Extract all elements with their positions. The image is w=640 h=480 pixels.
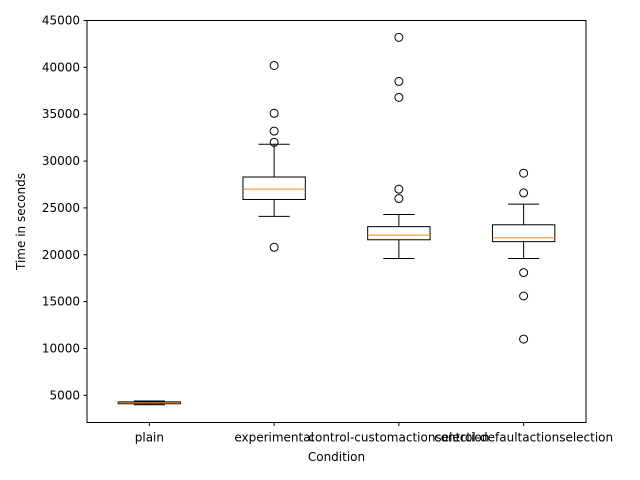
- box-group-1: [242, 60, 306, 252]
- y-tick-label: 25000: [42, 201, 80, 215]
- box-iqr: [367, 226, 431, 241]
- box-iqr: [242, 176, 306, 200]
- y-tick-label: 15000: [42, 295, 80, 309]
- x-tick-label: control-customactionselection: [308, 431, 489, 445]
- y-tick-label: 10000: [42, 341, 80, 355]
- outlier-point: [269, 108, 279, 118]
- outlier-point: [519, 291, 529, 301]
- box-group-2: [367, 32, 431, 260]
- outlier-point: [519, 268, 529, 278]
- box-group-3: [491, 168, 556, 344]
- outlier-point: [394, 76, 404, 86]
- y-tick-label: 45000: [42, 14, 80, 28]
- outlier-point: [269, 242, 279, 252]
- x-tick-label: control-defaultactionselection: [434, 431, 613, 445]
- outlier-point: [269, 126, 279, 136]
- outlier-point: [394, 194, 404, 204]
- outlier-point: [394, 92, 404, 102]
- x-axis-label: Condition: [308, 450, 365, 464]
- outlier-point: [519, 334, 529, 344]
- outlier-point: [394, 184, 404, 194]
- outlier-point: [269, 137, 279, 147]
- box-group-0: [117, 400, 182, 406]
- box-iqr: [491, 224, 556, 243]
- y-axis-ticks: 5000 10000 15000 20000 25000 30000 35000 40000 4…: [42, 14, 87, 402]
- outlier-point: [519, 168, 529, 178]
- x-axis-ticks: plain experimentalcontrol-customactionsel…: [135, 422, 613, 445]
- y-tick-label: 20000: [42, 248, 80, 262]
- x-tick-label: plain: [135, 431, 164, 445]
- x-tick-label: experimental: [234, 431, 314, 445]
- outlier-point: [394, 32, 404, 42]
- outlier-point: [269, 60, 279, 70]
- plot-frame: [86, 20, 587, 423]
- plot-content: [117, 32, 556, 406]
- outlier-point: [519, 188, 529, 198]
- y-tick-label: 35000: [42, 107, 80, 121]
- y-tick-label: 30000: [42, 154, 80, 168]
- y-tick-label: 40000: [42, 60, 80, 74]
- y-axis-label: Time in seconds: [14, 173, 28, 271]
- y-tick-label: 5000: [49, 388, 80, 402]
